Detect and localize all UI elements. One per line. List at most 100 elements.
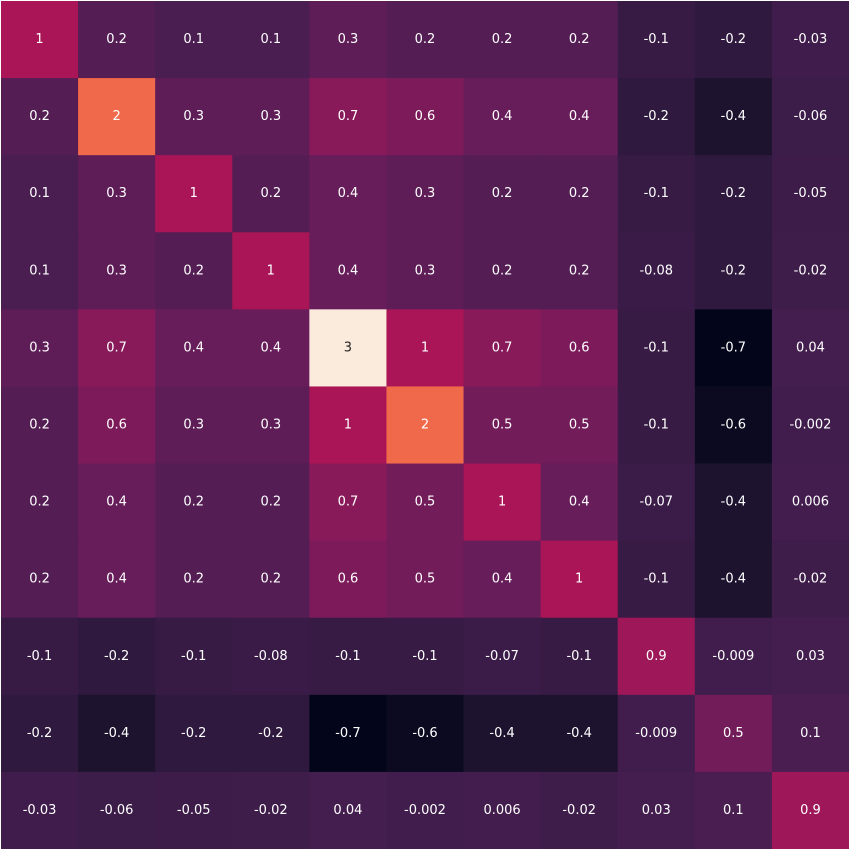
heatmap-cell-r3-c4 <box>309 232 388 310</box>
heatmap-cell-r4-c1 <box>78 309 156 388</box>
heatmap-cell-label-r8-c6: -0.07 <box>485 649 519 664</box>
heatmap-cell-label-r7-c5: 0.5 <box>415 572 436 587</box>
heatmap-cell-label-r10-c0: -0.03 <box>23 803 57 818</box>
heatmap-cell-label-r6-c2: 0.2 <box>183 495 204 510</box>
heatmap-cell-r0-c0 <box>1 1 79 79</box>
heatmap-cell-r5-c0 <box>1 386 79 465</box>
heatmap-cell-label-r0-c4: 0.3 <box>338 32 359 47</box>
heatmap-cell-label-r3-c5: 0.3 <box>415 263 436 278</box>
heatmap-cell-r2-c2 <box>155 155 233 233</box>
heatmap-cell-r1-c3 <box>232 78 310 156</box>
heatmap-cell-r4-c7 <box>540 309 619 388</box>
heatmap-cell-r9-c7 <box>540 694 619 773</box>
heatmap-cell-r10-c9 <box>694 771 773 849</box>
heatmap-cell-label-r3-c2: 0.2 <box>183 263 204 278</box>
heatmap-cell-r4-c2 <box>155 309 233 388</box>
heatmap-cell-label-r8-c10: 0.03 <box>796 649 825 664</box>
heatmap-cell-r9-c2 <box>155 694 233 773</box>
heatmap-cell-label-r7-c3: 0.2 <box>260 572 281 587</box>
heatmap-cell-r0-c2 <box>155 1 233 79</box>
heatmap-cell-r8-c5 <box>386 617 465 696</box>
heatmap-cell-label-r3-c1: 0.3 <box>106 263 127 278</box>
heatmap-cell-label-r7-c8: -0.1 <box>644 572 669 587</box>
heatmap-cell-label-r9-c9: 0.5 <box>723 726 744 741</box>
heatmap-cell-r9-c9 <box>694 694 773 773</box>
heatmap-cell-r4-c0 <box>1 309 79 388</box>
heatmap-cell-label-r2-c3: 0.2 <box>260 186 281 201</box>
heatmap-cell-label-r4-c7: 0.6 <box>569 340 590 355</box>
heatmap-cell-r2-c5 <box>386 155 465 233</box>
heatmap-cell-label-r3-c8: -0.08 <box>639 263 673 278</box>
heatmap-cell-r7-c2 <box>155 540 233 619</box>
heatmap-cell-r1-c1 <box>78 78 156 156</box>
heatmap-cell-r1-c5 <box>386 78 465 156</box>
heatmap-cell-label-r6-c1: 0.4 <box>106 495 127 510</box>
heatmap-cell-r3-c0 <box>1 232 79 310</box>
heatmap-cell-r8-c6 <box>463 617 542 696</box>
heatmap-cell-label-r1-c3: 0.3 <box>260 109 281 124</box>
heatmap-cell-label-r5-c9: -0.6 <box>721 418 746 433</box>
heatmap-cell-label-r8-c3: -0.08 <box>254 649 288 664</box>
heatmap-cell-label-r8-c1: -0.2 <box>104 649 129 664</box>
heatmap-cell-r7-c5 <box>386 540 465 619</box>
heatmap-cell-label-r1-c1: 2 <box>112 109 120 124</box>
heatmap-cell-r4-c10 <box>771 309 849 388</box>
heatmap-cell-r7-c8 <box>617 540 696 619</box>
heatmap-cell-r0-c8 <box>617 1 696 79</box>
heatmap-cell-r6-c9 <box>694 463 773 542</box>
heatmap-cell-r7-c7 <box>540 540 619 619</box>
heatmap-cell-label-r5-c7: 0.5 <box>569 418 590 433</box>
heatmap-cell-r2-c1 <box>78 155 156 233</box>
heatmap-cell-r0-c6 <box>463 1 542 79</box>
heatmap-cell-label-r10-c3: -0.02 <box>254 803 288 818</box>
heatmap-cell-label-r4-c8: -0.1 <box>644 340 669 355</box>
heatmap-cell-label-r10-c8: 0.03 <box>642 803 671 818</box>
heatmap-cell-r10-c6 <box>463 771 542 849</box>
heatmap-cell-r7-c1 <box>78 540 156 619</box>
heatmap-cell-label-r0-c6: 0.2 <box>492 32 513 47</box>
heatmap-cell-r6-c3 <box>232 463 310 542</box>
heatmap-cell-r8-c3 <box>232 617 310 696</box>
heatmap-cell-label-r3-c6: 0.2 <box>492 263 513 278</box>
heatmap-cell-r4-c4 <box>309 309 388 388</box>
heatmap-cell-r3-c2 <box>155 232 233 310</box>
heatmap-cell-r3-c9 <box>694 232 773 310</box>
heatmap-cell-r8-c9 <box>694 617 773 696</box>
heatmap-cell-label-r6-c4: 0.7 <box>338 495 359 510</box>
heatmap-cell-label-r10-c5: -0.002 <box>404 803 446 818</box>
heatmap-cell-label-r3-c7: 0.2 <box>569 263 590 278</box>
heatmap-cell-label-r10-c2: -0.05 <box>177 803 211 818</box>
heatmap-cell-label-r2-c8: -0.1 <box>644 186 669 201</box>
heatmap-cell-r9-c8 <box>617 694 696 773</box>
heatmap-cell-r0-c5 <box>386 1 465 79</box>
heatmap-cell-label-r2-c5: 0.3 <box>415 186 436 201</box>
heatmap-cell-label-r3-c4: 0.4 <box>338 263 359 278</box>
heatmap-cell-r1-c7 <box>540 78 619 156</box>
heatmap-cell-label-r10-c7: -0.02 <box>562 803 596 818</box>
heatmap-cell-label-r0-c8: -0.1 <box>644 32 669 47</box>
heatmap-cell-r2-c4 <box>309 155 388 233</box>
heatmap-cell-label-r4-c6: 0.7 <box>492 340 513 355</box>
heatmap-cell-label-r9-c3: -0.2 <box>258 726 283 741</box>
heatmap-cell-r2-c3 <box>232 155 310 233</box>
heatmap-cell-label-r0-c10: -0.03 <box>794 32 828 47</box>
heatmap-cell-label-r3-c9: -0.2 <box>721 263 746 278</box>
heatmap-cell-label-r5-c4: 1 <box>344 418 352 433</box>
heatmap-cell-r4-c9 <box>694 309 773 388</box>
heatmap-cell-r5-c7 <box>540 386 619 465</box>
heatmap-cell-label-r4-c0: 0.3 <box>29 340 50 355</box>
heatmap-cell-label-r9-c1: -0.4 <box>104 726 129 741</box>
heatmap-cell-label-r6-c6: 1 <box>498 495 506 510</box>
heatmap-cell-label-r4-c2: 0.4 <box>183 340 204 355</box>
heatmap-cell-r2-c9 <box>694 155 773 233</box>
heatmap-cell-r5-c1 <box>78 386 156 465</box>
heatmap-cell-r10-c10 <box>771 771 849 849</box>
heatmap-cell-label-r8-c4: -0.1 <box>335 649 360 664</box>
heatmap-cell-r6-c10 <box>771 463 849 542</box>
heatmap-cell-r6-c8 <box>617 463 696 542</box>
heatmap-cell-label-r6-c7: 0.4 <box>569 495 590 510</box>
heatmap-cell-label-r8-c2: -0.1 <box>181 649 206 664</box>
heatmap-cell-r1-c2 <box>155 78 233 156</box>
heatmap-cell-r8-c7 <box>540 617 619 696</box>
